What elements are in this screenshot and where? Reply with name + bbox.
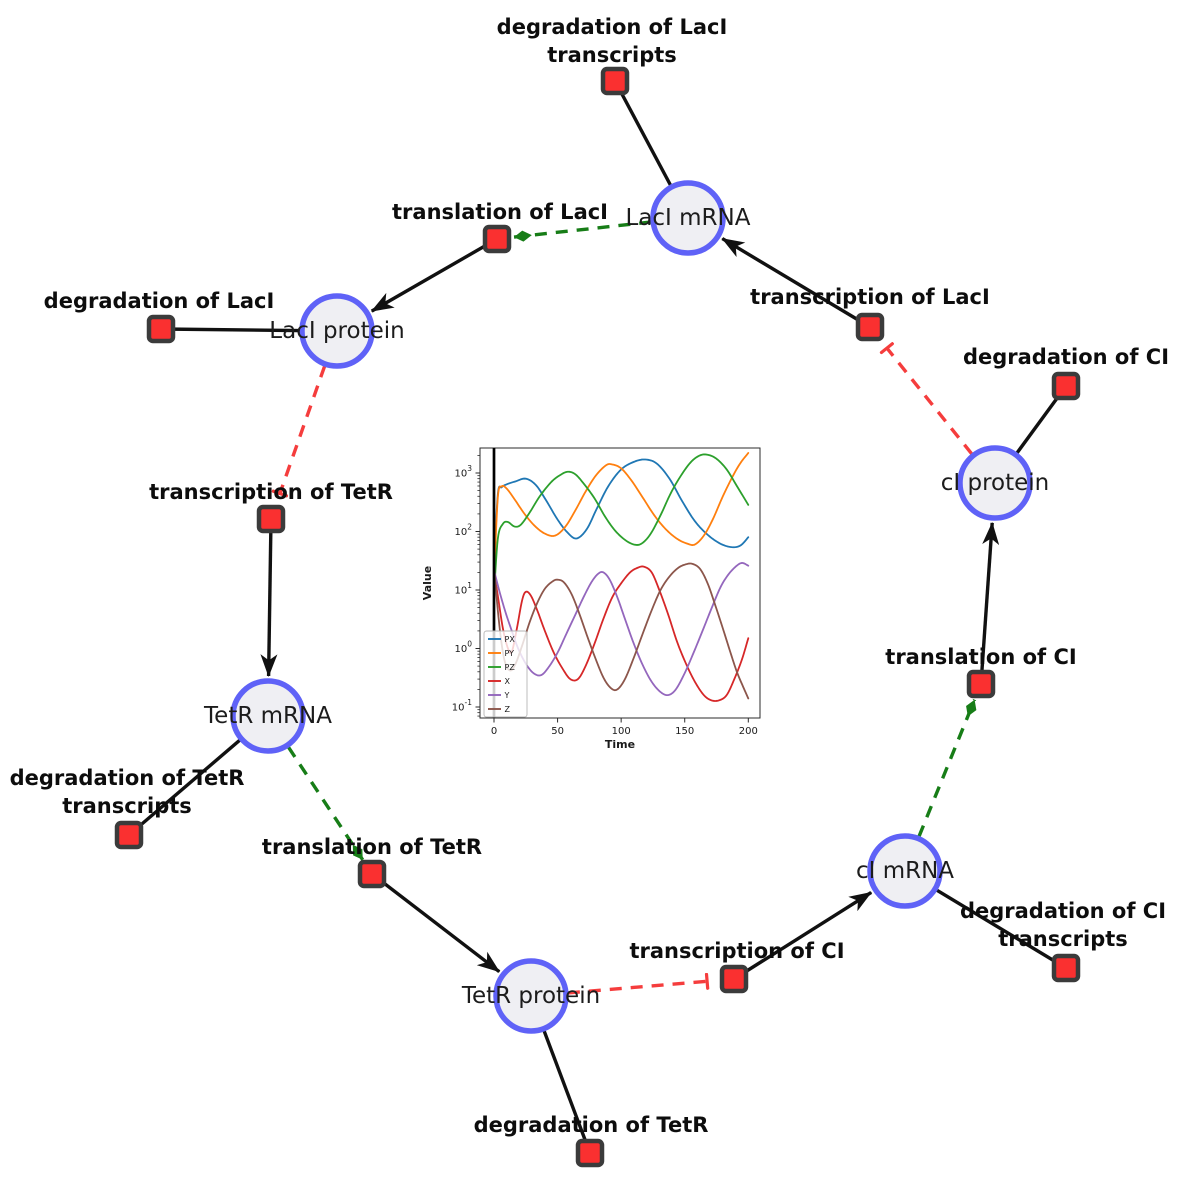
reaction-node-degradation-tetr-transcripts: [114, 820, 144, 850]
reaction-label-translation-ci: translation of CI: [885, 645, 1076, 669]
timeseries-chart-canvas: [415, 428, 781, 766]
reaction-node-degradation-tetr: [575, 1138, 605, 1168]
reaction-label-degradation-tetr-transcripts-line2: transcripts: [62, 794, 192, 818]
reaction-node-transcription-laci: [855, 312, 885, 342]
edge-production-transcription-tetr-to-tetr-mrna: [260, 518, 278, 677]
edge-production-transcription-laci-to-laci-mrna: [721, 237, 871, 329]
edge-modifier-ci-mrna-to-translation-ci: [917, 699, 977, 838]
edge-modifier-laci-mrna-to-translation-laci: [513, 220, 652, 242]
species-node-ci-protein: [957, 445, 1033, 521]
reaction-label-translation-tetr: translation of TetR: [262, 835, 482, 859]
labels-layer: LacI mRNA LacI protein TetR mRNA TetR prote…: [10, 15, 1169, 1137]
reaction-label-transcription-laci: transcription of LacI: [750, 285, 990, 309]
nodes-layer: [114, 66, 1081, 1168]
edge-inhibition-laci-protein-to-transcription-tetr: [280, 365, 327, 494]
reaction-label-degradation-ci-transcripts-line1: degradation of CI: [960, 899, 1166, 923]
reaction-label-transcription-tetr: transcription of TetR: [149, 480, 393, 504]
species-label-ci-protein: cI protein: [941, 470, 1050, 496]
edge-inhibition-ci-protein-to-transcription-laci: [887, 348, 974, 456]
species-node-tetr-protein: [493, 958, 569, 1034]
reaction-node-degradation-ci: [1051, 371, 1081, 401]
edge-production-translation-ci-to-ci-protein: [979, 521, 1000, 685]
species-label-ci-mrna: cI mRNA: [856, 858, 954, 884]
reaction-node-translation-laci: [482, 224, 512, 254]
reaction-node-transcription-tetr: [256, 504, 286, 534]
edge-production-translation-tetr-to-tetr-protein: [370, 872, 501, 974]
species-label-tetr-protein: TetR protein: [461, 983, 600, 1009]
reaction-node-degradation-laci: [146, 314, 176, 344]
reaction-node-degradation-ci-transcripts: [1051, 953, 1081, 983]
reaction-node-translation-tetr: [357, 859, 387, 889]
edge-modifier-tetr-mrna-to-translation-tetr: [286, 745, 365, 861]
species-label-tetr-mrna: TetR mRNA: [203, 703, 332, 729]
reaction-label-degradation-tetr-transcripts-line1: degradation of TetR: [10, 766, 245, 790]
reaction-label-degradation-laci-transcripts-line1: degradation of LacI: [497, 15, 728, 39]
species-label-laci-mrna: LacI mRNA: [626, 205, 751, 231]
timeseries-inset-chart: [415, 428, 781, 766]
reaction-label-translation-laci: translation of LacI: [392, 200, 608, 224]
reaction-label-degradation-ci: degradation of CI: [963, 345, 1169, 369]
species-node-ci-mrna: [867, 833, 943, 909]
reaction-node-transcription-ci: [719, 964, 749, 994]
reaction-label-degradation-laci: degradation of LacI: [44, 289, 275, 313]
species-label-laci-protein: LacI protein: [269, 318, 404, 344]
species-node-laci-protein: [299, 293, 375, 369]
reaction-node-translation-ci: [966, 669, 996, 699]
edge-production-transcription-ci-to-ci-mrna: [733, 890, 873, 981]
reaction-label-degradation-tetr: degradation of TetR: [474, 1113, 709, 1137]
edge-production-translation-laci-to-laci-protein: [370, 237, 498, 313]
reaction-node-degradation-laci-transcripts: [600, 66, 630, 96]
reaction-label-degradation-laci-transcripts-line2: transcripts: [547, 43, 677, 67]
species-node-tetr-mrna: [230, 678, 306, 754]
species-node-laci-mrna: [650, 180, 726, 256]
edge-inhibition-tetr-protein-to-transcription-ci: [567, 981, 707, 995]
reaction-label-transcription-ci: transcription of CI: [629, 939, 844, 963]
reaction-label-degradation-ci-transcripts-line2: transcripts: [998, 927, 1128, 951]
